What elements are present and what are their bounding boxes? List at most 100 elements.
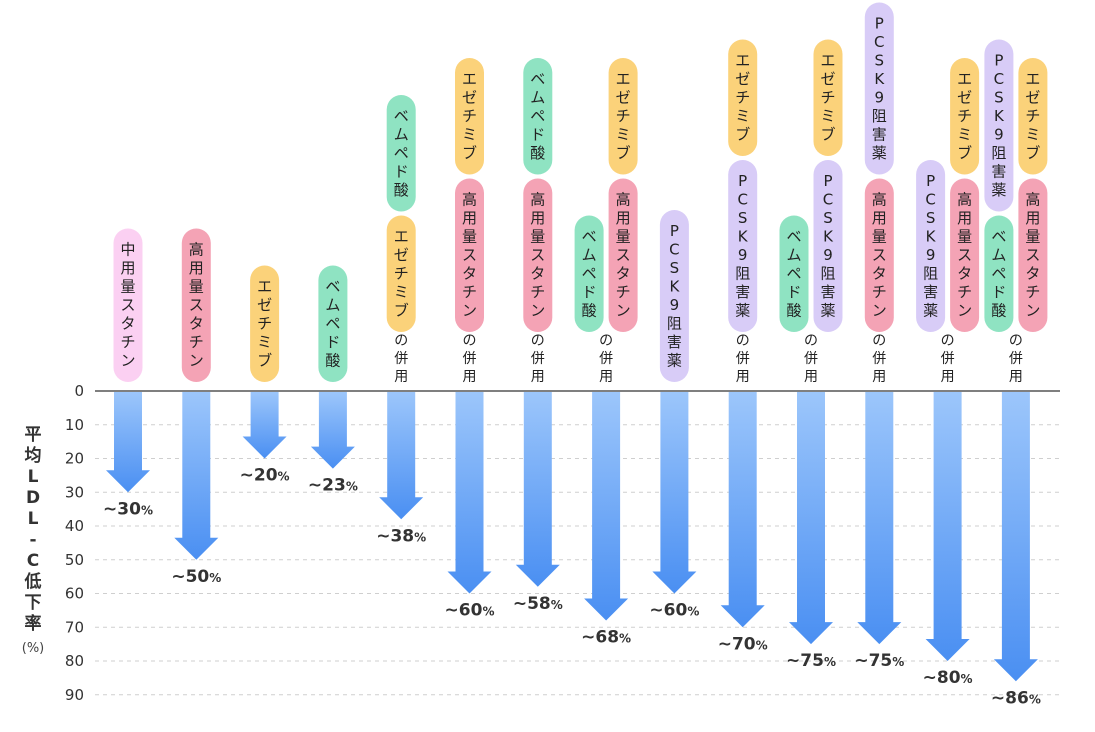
reduction-arrow (106, 392, 150, 493)
pill-background (916, 160, 946, 332)
y-axis-title-char: 下 (25, 593, 42, 613)
drug-pill: 高用量スタチン (181, 228, 211, 382)
pill-background (813, 160, 843, 332)
reduction-arrow (447, 392, 492, 594)
combo-suffix-label: の併用 (941, 333, 955, 385)
drug-pill: エゼチミブ (386, 215, 416, 332)
y-tick-label: 90 (65, 686, 84, 704)
y-tick-label: 30 (65, 483, 84, 501)
pill-text: 高用量スタチン (462, 191, 477, 320)
drug-pill: エゼチミブ (608, 58, 638, 175)
y-axis-title-char: - (29, 530, 36, 550)
pill-text: エゼチミブ (735, 52, 750, 144)
drug-pill: P C S K 9 阻害薬 (984, 39, 1014, 212)
pill-background (608, 58, 638, 175)
drug-pill: P C S K 9 阻害薬 (659, 210, 689, 382)
pill-background (250, 265, 280, 382)
pill-background (523, 178, 553, 332)
combo-suffix-label: の併用 (804, 333, 818, 385)
pill-background (574, 215, 604, 332)
pill-text: P C S K 9 阻害薬 (923, 172, 938, 320)
y-axis-title-char: 率 (25, 613, 42, 634)
combo-suffix-label: の併用 (1009, 333, 1023, 385)
drug-pill: P C S K 9 阻害薬 (813, 160, 843, 332)
pill-text: ベムペド酸 (786, 228, 801, 320)
pill-background (950, 178, 980, 332)
pill-text: ベムペド酸 (530, 70, 545, 162)
value-label: ~70% (718, 634, 768, 654)
value-label: ~58% (513, 594, 563, 614)
pill-background (455, 58, 484, 175)
value-label: ~68% (581, 628, 631, 648)
y-tick-label: 40 (65, 517, 84, 535)
reduction-arrow (720, 392, 765, 628)
drug-pill: ベムペド酸 (779, 215, 809, 332)
value-label: ~86% (991, 688, 1041, 708)
pill-text: P C S K 9 阻害薬 (667, 222, 682, 370)
drug-pill: ベムペド酸 (318, 265, 348, 382)
combo-suffix-label: の併用 (531, 333, 545, 385)
pill-background (1018, 58, 1048, 175)
pill-background (728, 39, 758, 156)
pill-background (779, 215, 809, 332)
pill-text: P C S K 9 阻害薬 (991, 52, 1006, 200)
value-label: ~75% (786, 651, 836, 671)
y-tick-labels: 0 10 20 30 40 50 60 70 80 90 (65, 382, 84, 704)
reduction-arrow (925, 392, 970, 661)
reduction-arrow (379, 392, 424, 520)
pill-text: 高用量スタチン (616, 191, 631, 320)
pill-background (984, 215, 1014, 332)
drug-pill: エゼチミブ (728, 39, 758, 156)
value-label: ~23% (308, 476, 358, 496)
reduction-arrow (584, 392, 629, 621)
y-tick-label: 10 (65, 416, 84, 434)
pill-text: エゼチミブ (462, 70, 477, 162)
y-axis-title-char: 平 (25, 425, 42, 445)
y-tick-label: 70 (65, 618, 84, 636)
y-tick-label: 80 (65, 652, 84, 670)
value-label: ~75% (854, 651, 904, 671)
pill-text: エゼチミブ (957, 70, 972, 162)
y-axis-title-char: L (28, 509, 39, 529)
drug-pill: エゼチミブ (813, 39, 843, 156)
drug-pill: 高用量スタチン (864, 178, 894, 332)
pill-text: ベムペド酸 (582, 228, 597, 320)
pill-text: エゼチミブ (394, 228, 409, 320)
drug-pill: 高用量スタチン (608, 178, 638, 332)
grid-lines (95, 424, 1060, 696)
value-label: ~20% (240, 466, 290, 486)
drug-pill: 中用量スタチン (113, 228, 143, 382)
combo-suffix-label: の併用 (599, 333, 613, 385)
value-label: ~50% (171, 567, 221, 587)
pill-background (113, 228, 143, 382)
value-label: ~60% (649, 601, 699, 621)
pill-text: P C S K 9 阻害薬 (735, 172, 750, 320)
pill-text: 高用量スタチン (1025, 191, 1040, 320)
pill-text: ベムペド酸 (325, 278, 340, 370)
reduction-arrow (310, 392, 355, 469)
value-label: ~30% (103, 499, 153, 519)
combo-suffix-label: の併用 (394, 333, 408, 385)
pill-text: P C S K 9 阻害薬 (820, 172, 835, 320)
pill-background (864, 178, 894, 332)
pill-text: 高用量スタチン (189, 241, 204, 370)
pill-text: エゼチミブ (1025, 70, 1040, 162)
drug-pill: 高用量スタチン (455, 178, 484, 332)
drug-pill: 高用量スタチン (950, 178, 980, 332)
pill-background (386, 215, 416, 332)
pill-background (386, 95, 416, 212)
drug-pill: エゼチミブ (250, 265, 280, 382)
y-axis-title-char: L (28, 467, 39, 487)
pill-text: P C S K 9 阻害薬 (872, 15, 887, 163)
reduction-arrow (857, 392, 902, 645)
drug-pill: P C S K 9 阻害薬 (864, 2, 894, 175)
reduction-arrow (789, 392, 833, 645)
y-axis-title-char: D (26, 488, 40, 508)
drug-pill: 高用量スタチン (1018, 178, 1048, 332)
y-axis-title-char: C (27, 551, 39, 571)
y-tick-label: 50 (65, 551, 84, 569)
reduction-arrow (242, 392, 287, 459)
drug-pill: エゼチミブ (455, 58, 484, 175)
pill-text: 中用量スタチン (120, 241, 135, 370)
